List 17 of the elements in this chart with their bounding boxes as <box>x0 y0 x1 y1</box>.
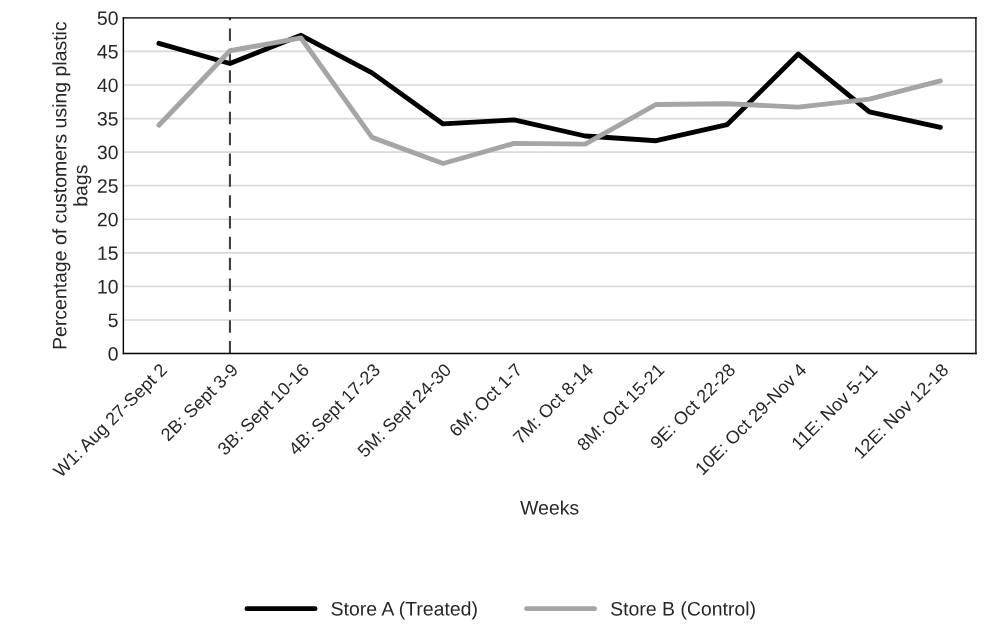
line-series <box>156 32 943 144</box>
y-tick-label: 25 <box>97 179 118 193</box>
y-tick-label: 10 <box>98 279 118 294</box>
y-tick-label: 35 <box>97 112 118 126</box>
legend-label: Store B (Control) <box>611 601 755 620</box>
y-tick-label: 45 <box>97 45 118 59</box>
y-axis-title: Percentage of customers using plastic bags <box>52 21 92 349</box>
legend-label: Store A (Treated) <box>331 601 477 620</box>
y-tick-label: 0 <box>108 347 118 361</box>
y-tick-label: 30 <box>97 145 118 160</box>
y-tick-label: 20 <box>97 212 118 227</box>
y-tick-label: 15 <box>98 246 118 261</box>
y-tick-label: 5 <box>108 313 118 328</box>
y-tick-label: 40 <box>97 78 118 93</box>
y-tick-label: 50 <box>97 11 118 26</box>
line-series <box>156 35 943 166</box>
x-axis-title: Weeks <box>520 500 579 515</box>
